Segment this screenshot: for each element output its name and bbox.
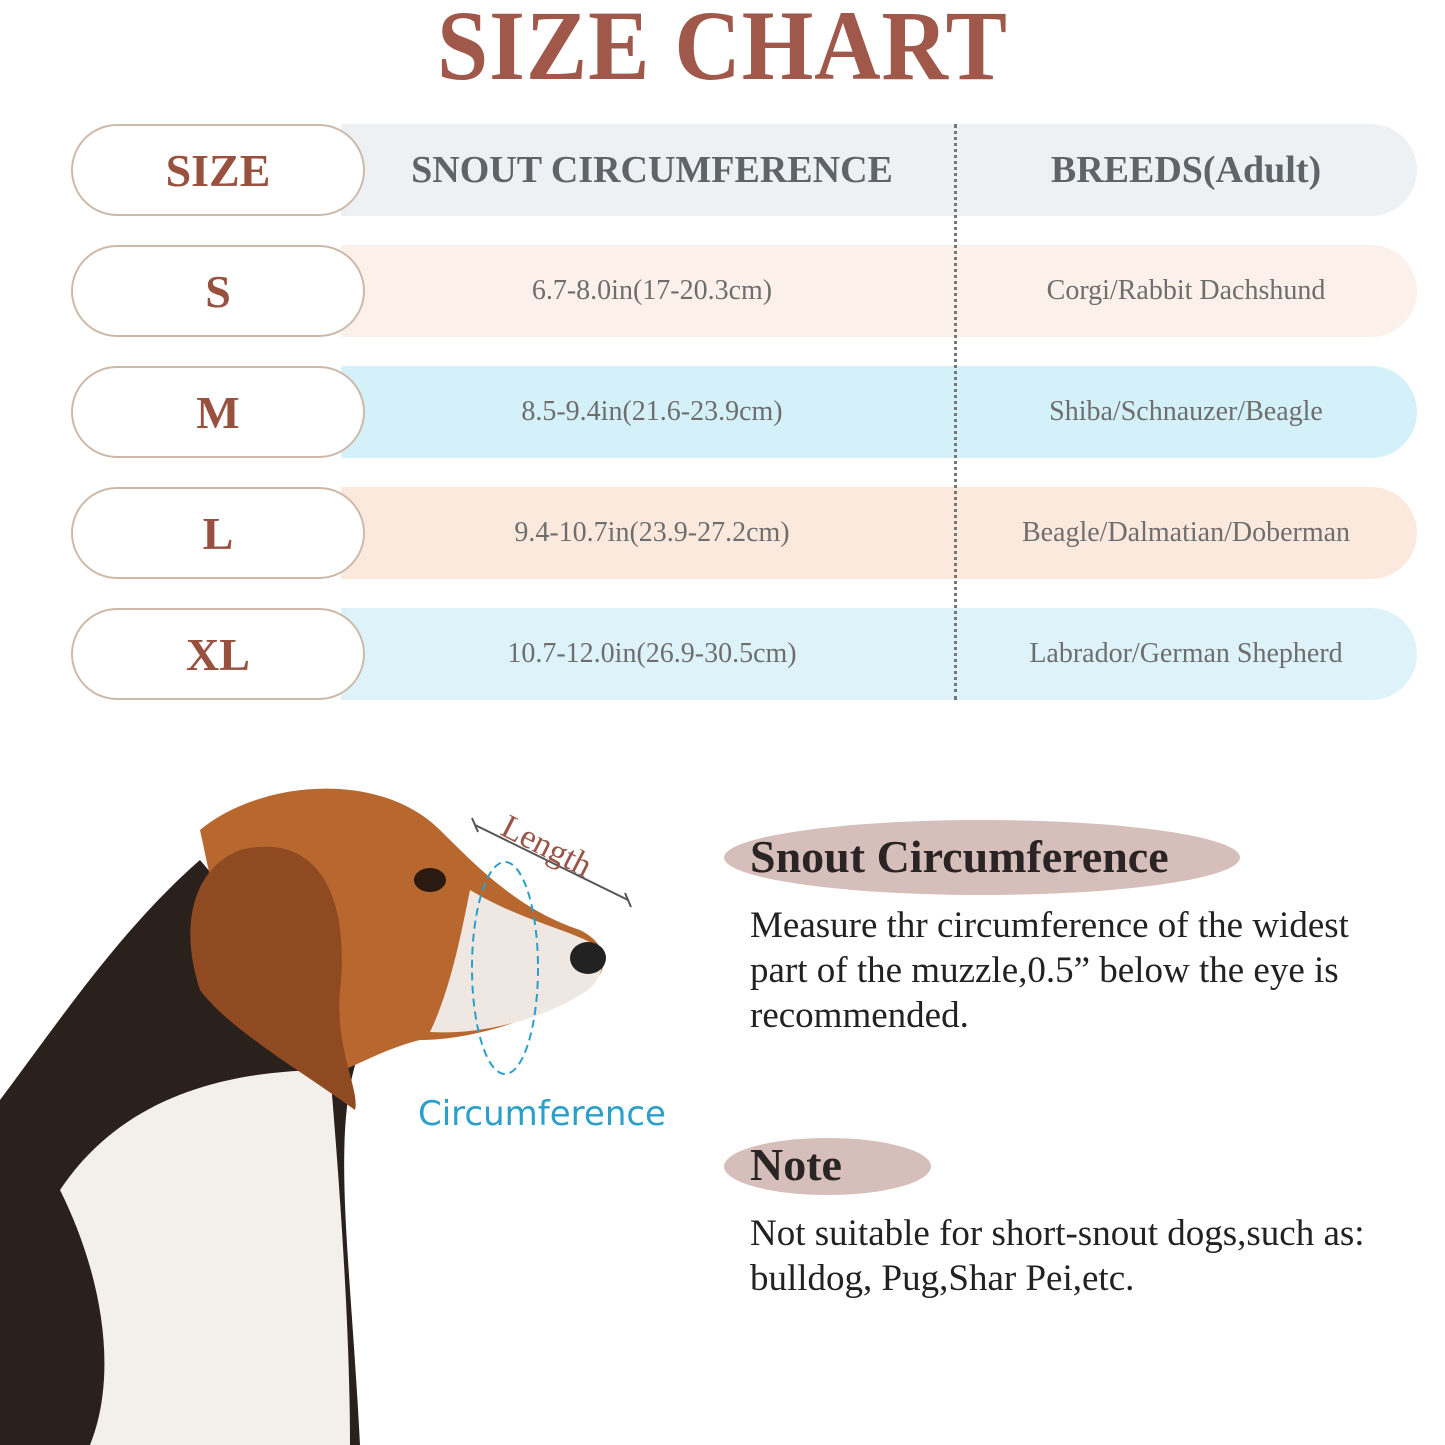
page-title: SIZE CHART	[437, 0, 1008, 101]
breeds-cell: Corgi/Rabbit Dachshund	[1046, 275, 1326, 306]
circumference-cell: 6.7-8.0in(17-20.3cm)	[531, 275, 773, 306]
note-heading: Note	[750, 1139, 842, 1190]
row-band	[341, 245, 1417, 337]
table-row: S 6.7-8.0in(17-20.3cm) Corgi/Rabbit Dach…	[71, 245, 1417, 337]
dog-ear	[190, 846, 356, 1110]
header-circumference: SNOUT CIRCUMFERENCE	[411, 149, 893, 191]
circumference-cell: 10.7-12.0in(26.9-30.5cm)	[507, 638, 797, 669]
breeds-cell: Beagle/Dalmatian/Doberman	[1021, 517, 1351, 548]
breeds-cell: Labrador/German Shepherd	[1029, 638, 1343, 669]
row-band	[341, 487, 1417, 579]
size-cell: M	[71, 366, 365, 458]
size-cell: L	[71, 487, 365, 579]
snout-heading: Snout Circumference	[750, 831, 1169, 882]
circumference-label: Circumference	[418, 1094, 666, 1134]
note-description: Not suitable for short-snout dogs,such a…	[750, 1211, 1445, 1301]
text-line: bulldog, Pug,Shar Pei,etc.	[750, 1258, 1135, 1299]
snout-heading-badge	[724, 820, 1240, 895]
length-guide	[474, 824, 629, 901]
size-cell: S	[71, 245, 365, 337]
snout-description: Measure thr circumference of the widest …	[750, 903, 1445, 1038]
header-breeds: BREEDS(Adult)	[1050, 149, 1322, 191]
column-divider	[954, 124, 957, 700]
text-line: Measure thr circumference of the widest	[750, 905, 1349, 946]
row-band	[341, 124, 1417, 216]
note-heading-badge	[724, 1138, 931, 1195]
dog-nose	[570, 942, 606, 974]
text-line: part of the muzzle,0.5” below the eye is	[750, 950, 1339, 991]
dog-muzzle	[430, 890, 603, 1033]
circumference-cell: 8.5-9.4in(21.6-23.9cm)	[521, 396, 783, 427]
circumference-guide	[471, 861, 539, 1075]
table-row: L 9.4-10.7in(23.9-27.2cm) Beagle/Dalmati…	[71, 487, 1417, 579]
breeds-cell: Shiba/Schnauzer/Beagle	[1049, 396, 1323, 427]
size-cell: XL	[71, 608, 365, 700]
length-tick	[624, 892, 632, 908]
dog-eye	[414, 868, 446, 892]
row-band	[341, 608, 1417, 700]
text-line: recommended.	[750, 995, 969, 1036]
length-tick	[471, 817, 479, 833]
circumference-cell: 9.4-10.7in(23.9-27.2cm)	[514, 517, 790, 548]
beagle-image	[0, 788, 632, 1445]
row-band	[341, 366, 1417, 458]
table-row: M 8.5-9.4in(21.6-23.9cm) Shiba/Schnauzer…	[71, 366, 1417, 458]
table-row: XL 10.7-12.0in(26.9-30.5cm) Labrador/Ger…	[71, 608, 1417, 700]
text-line: Not suitable for short-snout dogs,such a…	[750, 1213, 1365, 1254]
dog-chest	[60, 1070, 350, 1445]
table-header: SIZE SNOUT CIRCUMFERENCE BREEDS(Adult)	[71, 124, 1417, 216]
header-size: SIZE	[71, 124, 365, 216]
